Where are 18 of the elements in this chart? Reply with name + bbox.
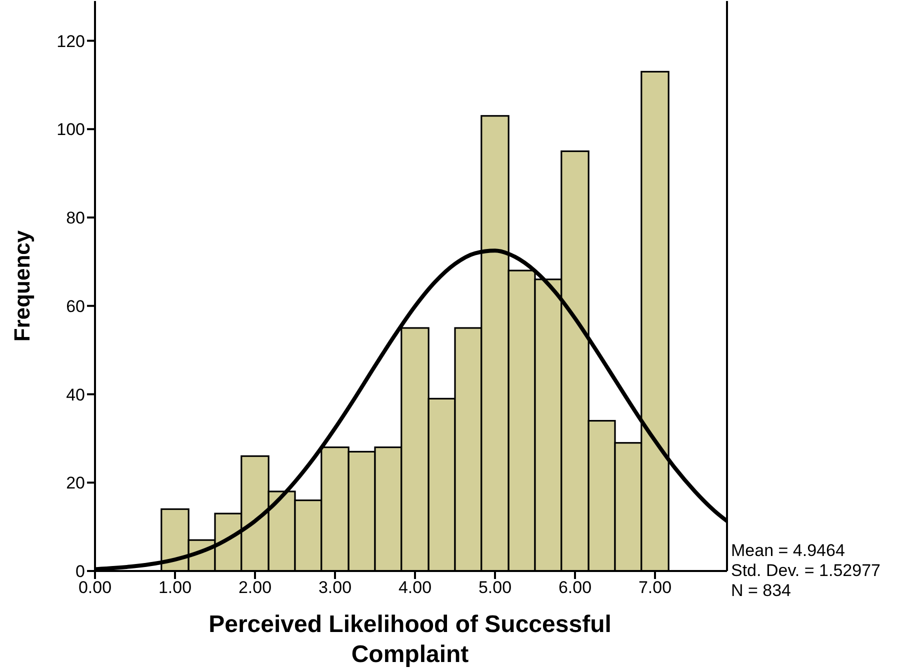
text: Mean = 4.9464 (731, 541, 846, 561)
y-tick-label: 60 (66, 296, 85, 316)
x-tick-label: 1.00 (158, 578, 192, 598)
text: N = 834 (731, 581, 792, 601)
y-tick-label: 120 (56, 32, 85, 51)
x-tick-label: 6.00 (558, 578, 592, 598)
y-tick-label: 80 (66, 208, 85, 228)
y-tick-label: 100 (56, 120, 85, 140)
x-tick-label: 7.00 (638, 578, 672, 598)
x-tick-label: 2.00 (238, 578, 272, 598)
x-tick-label: 3.00 (318, 578, 352, 598)
text: Std. Dev. = 1.52977 (731, 561, 880, 581)
y-axis-title: Frequency (10, 230, 34, 342)
y-tick-label: 20 (66, 474, 85, 493)
x-tick-label: 5.00 (478, 578, 512, 598)
y-tick-label: 40 (66, 385, 85, 404)
x-axis-title: Perceived Likelihood of Successful Complaint (208, 610, 612, 670)
x-tick-label: 4.00 (398, 578, 432, 598)
